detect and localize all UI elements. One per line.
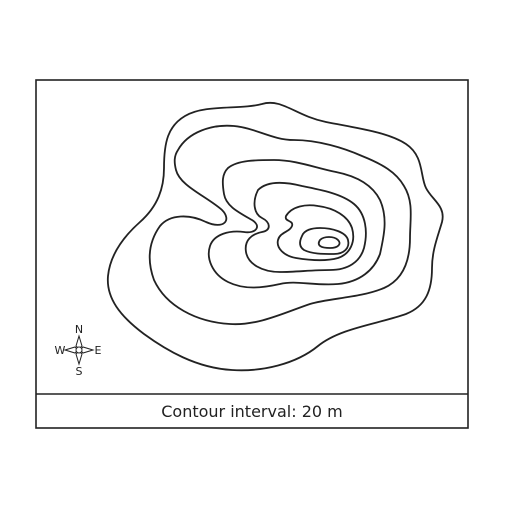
compass-west-label: W	[55, 344, 66, 357]
contour-line-2	[148, 124, 412, 326]
compass-south-label: S	[76, 365, 83, 378]
contour-line-4	[244, 181, 367, 273]
contour-line-5	[276, 204, 355, 262]
contour-line-1	[107, 101, 444, 372]
contour-line-6	[299, 227, 350, 255]
summit-line	[317, 236, 341, 249]
compass-rose: N S E W	[55, 323, 102, 378]
contour-interval-caption: Contour interval: 20 m	[161, 401, 343, 421]
contour-line-3	[207, 159, 386, 289]
compass-center	[75, 346, 83, 354]
compass-east-label: E	[95, 344, 102, 357]
compass-north-label: N	[75, 323, 83, 336]
map-frame	[35, 79, 469, 429]
